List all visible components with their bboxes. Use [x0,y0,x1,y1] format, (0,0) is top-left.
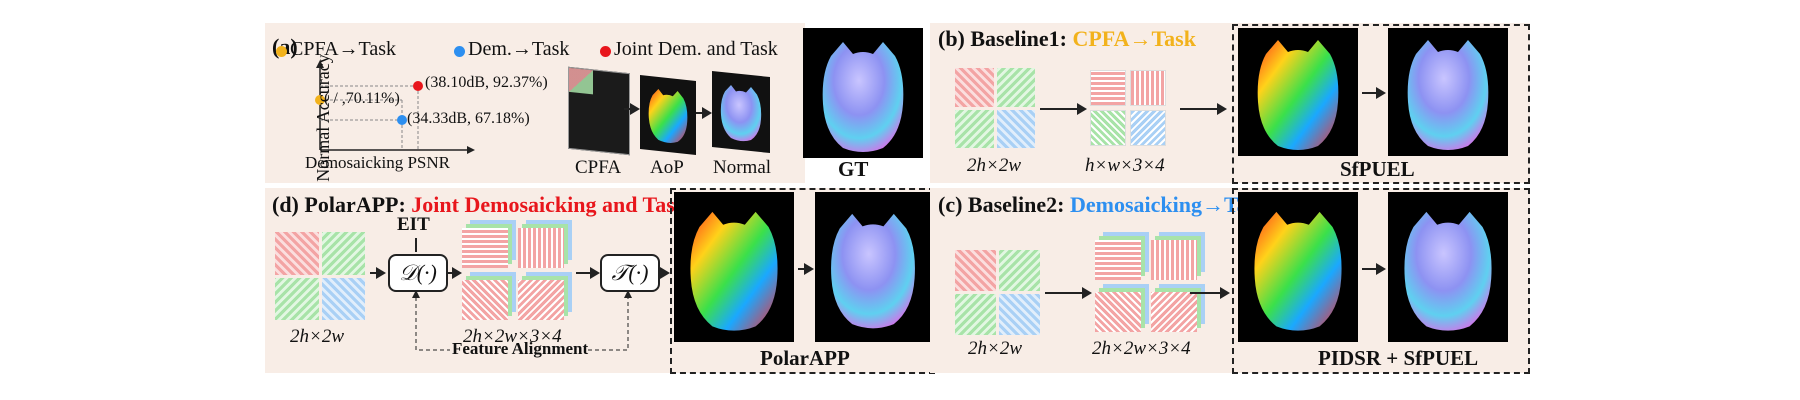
panel-b-method: SfPUEL [1340,157,1415,181]
panel-d-arrow-4 [658,267,670,279]
panel-c-input-dim: 2h×2w [968,338,1022,359]
scatter-plot [315,60,475,154]
cpfa-image [568,66,630,156]
panel-c-tag: (c) Baseline2: Demosaicking→Task [938,192,1269,217]
point-cpfa [315,95,325,105]
panel-d-aop-output [674,192,794,342]
panel-b-mid-dim: h×w×3×4 [1085,155,1165,176]
panel-b-arrow-2 [1180,103,1227,115]
cpfa-label: CPFA [575,157,622,178]
gt-image [803,28,923,158]
panel-b-input-dim: 2h×2w [967,155,1021,176]
normal-label: Normal [713,157,772,178]
panel-d-tag: (d) PolarAPP: Joint Demosaicking and Tas… [272,192,687,217]
panel-b-aop-output [1238,28,1358,156]
legend-cpfa-label: CPFA→Task [290,38,397,60]
panel-b-title: CPFA→Task [1072,26,1196,51]
legend-dem-label: Dem.→Task [468,38,570,60]
panel-c-mid-dim: 2h×2w×3×4 [1092,338,1191,359]
panel-d-title: Joint Demosaicking and Task [411,192,687,217]
panel-c-arrow-2 [1190,287,1230,299]
x-axis-arrowhead [467,146,475,154]
legend-cpfa-marker [276,46,287,57]
point-joint-label: (38.10dB, 92.37%) [425,74,548,91]
panel-c-normal-output [1388,192,1508,342]
panel-b-cpfa-grid [955,68,1035,148]
legend-dem-marker [454,46,465,57]
point-dem-label: (34.33dB, 67.18%) [407,110,530,127]
panel-c-cpfa-grid [955,250,1040,335]
eit-arrow [415,238,417,252]
panel-c-arrow-1 [1045,287,1092,299]
legend-joint-label: Joint Dem. and Task [614,38,778,60]
panel-d-arrow-3 [576,267,600,279]
stack-arrow-2 [696,107,712,119]
legend-joint-marker [600,46,611,57]
task-operator: 𝒯(·) [600,254,660,292]
panel-d-mid-dim: 2h×2w×3×4 [463,326,562,347]
aop-image [640,75,696,155]
panel-c-aop-output [1238,192,1358,342]
feature-alignment-label: Feature Alignment [452,339,589,358]
panel-b-output-arrow [1362,87,1386,99]
panel-b-arrow-1 [1040,103,1087,115]
normal-stack-image [712,70,770,154]
eit-label: EIT [397,214,430,235]
panel-d-normal-output [815,192,931,342]
panel-b-split-stack [1090,70,1175,150]
aop-label: AoP [650,157,684,178]
feature-alignment-loop [412,290,632,351]
panel-d-output-arrow [798,263,814,275]
panel-c-output-box [1232,188,1530,374]
panel-b-output-box [1232,24,1530,184]
gt-label: GT [838,157,869,181]
panel-d-arrow-2 [446,267,462,279]
panel-d-input-dim: 2h×2w [290,326,344,347]
panel-d-method: PolarAPP [760,346,850,370]
panel-c-output-arrow [1362,263,1386,275]
point-cpfa-label: ( / ,70.11%) [324,90,400,107]
panel-b-tag: (b) Baseline1: CPFA→Task [938,26,1196,51]
demosaic-operator: 𝒟(·) [388,254,448,292]
panel-c-method: PIDSR + SfPUEL [1318,346,1479,370]
point-dem [397,115,407,125]
panel-d-cpfa-grid [275,232,365,320]
point-joint [413,81,423,91]
y-axis-arrowhead [316,60,324,68]
panel-d-arrow-in [370,267,386,279]
stack-arrow-1 [624,103,640,115]
x-axis-label: Demosaicking PSNR [305,153,450,172]
panel-b-normal-output [1388,28,1508,156]
panel-c-title: Demosaicking→Task [1069,192,1269,217]
panel-d-mid-stack [462,228,572,328]
panel-c-mid-stack [1095,240,1205,340]
